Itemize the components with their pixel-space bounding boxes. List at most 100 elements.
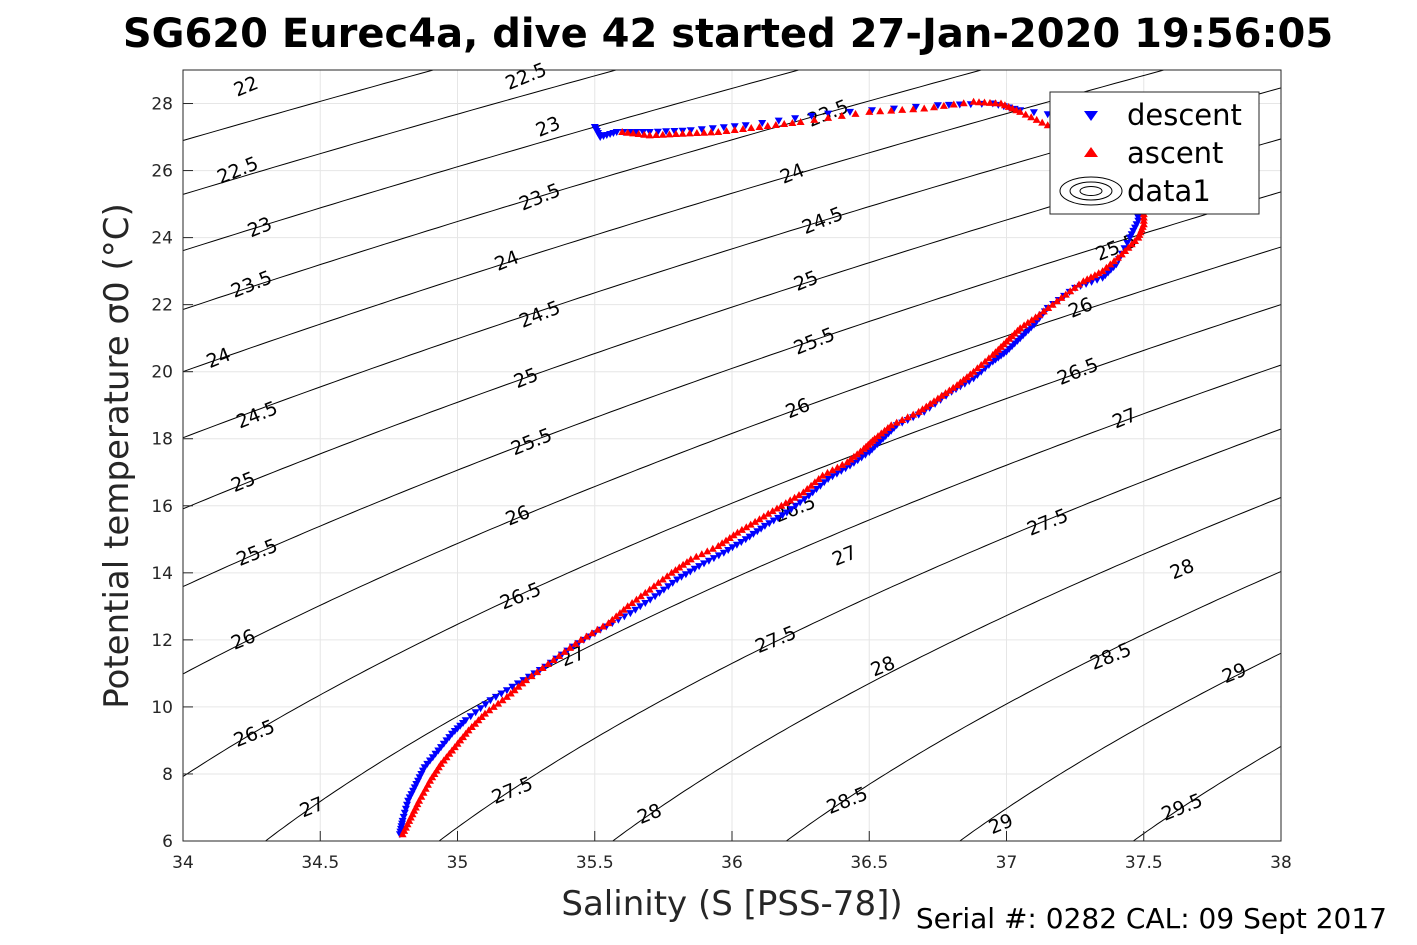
ascent-point — [722, 536, 730, 544]
x-axis-ticks: 34 34.5 35 35.5 36 36.5 37 37.5 38 — [172, 831, 1292, 873]
ascent-point — [918, 405, 927, 413]
ascent-point — [708, 544, 717, 552]
descent-point — [641, 600, 650, 607]
ascent-point — [1098, 267, 1107, 275]
ascent-point — [949, 383, 958, 391]
ascent-point — [671, 566, 680, 574]
ascent-point — [1016, 107, 1025, 115]
isopycnal-line — [183, 87, 1281, 439]
ascent-point — [780, 120, 789, 127]
ascent-point — [527, 672, 536, 680]
ascent-point — [616, 609, 624, 617]
contour-label: 26.5 — [1054, 354, 1101, 390]
y-tick-label: 26 — [151, 162, 173, 182]
descent-point — [719, 124, 728, 132]
ascent-point — [773, 504, 781, 512]
contour-label: 24.5 — [799, 203, 846, 239]
descent-point — [662, 128, 671, 136]
legend[interactable]: descent ascent data1 — [1049, 91, 1260, 215]
y-tick-label: 24 — [151, 229, 173, 249]
ascent-point — [751, 517, 760, 525]
contour-label: 26 — [228, 625, 259, 654]
contour-label: 28.5 — [824, 783, 871, 819]
descent-point — [890, 105, 898, 113]
y-tick-label: 20 — [151, 363, 173, 383]
calibration-footer: Serial #: 0282 CAL: 09 Sept 2017 — [916, 902, 1387, 935]
descent-point — [709, 555, 718, 563]
ascent-point — [730, 126, 739, 133]
y-tick-label: 16 — [151, 497, 173, 517]
x-tick-label: 36 — [721, 853, 743, 873]
descent-point — [491, 693, 500, 701]
ascent-point — [494, 699, 503, 707]
ascent-point — [887, 106, 896, 114]
chart-title: SG620 Eurec4a, dive 42 started 27-Jan-20… — [123, 11, 1333, 57]
descent-point — [774, 117, 783, 125]
descent-point — [1123, 240, 1132, 247]
ascent-point — [725, 534, 734, 541]
ascent-point — [981, 357, 990, 365]
ascent-point — [703, 547, 712, 555]
contour-label: 27.5 — [489, 773, 536, 809]
ascent-point — [1127, 240, 1136, 248]
ascent-point — [714, 542, 723, 549]
descent-point — [804, 492, 813, 500]
descent-point — [760, 522, 769, 530]
ascent-point — [628, 599, 637, 606]
ascent-point — [898, 416, 907, 423]
y-tick-label: 6 — [162, 832, 173, 852]
ascent-point — [984, 354, 993, 362]
ascent-point — [599, 622, 607, 630]
ascent-point — [768, 507, 777, 515]
ascent-point — [629, 129, 638, 137]
ascent-point — [980, 98, 989, 106]
ascent-point — [481, 709, 489, 717]
descent-point — [508, 683, 517, 691]
ascent-point — [489, 702, 498, 710]
ascent-point — [722, 127, 731, 134]
ascent-point — [742, 523, 751, 531]
ascent-series — [398, 97, 1148, 838]
ascent-point — [1048, 300, 1057, 308]
ascent-point — [959, 99, 968, 107]
ascent-point — [759, 512, 768, 520]
descent-point — [653, 128, 662, 136]
descent-point — [741, 536, 750, 544]
isopycnal-line — [183, 246, 1281, 675]
descent-point — [745, 533, 754, 541]
ascent-point — [1032, 115, 1041, 123]
ascent-point — [788, 119, 797, 126]
isopycnal-line — [785, 570, 1281, 841]
ascent-point — [777, 501, 786, 509]
contour-label: 28 — [1167, 555, 1198, 584]
x-tick-label: 34.5 — [301, 853, 339, 873]
descent-series — [395, 100, 1143, 839]
ascent-point — [851, 109, 860, 117]
legend-contour-icon — [1059, 176, 1123, 206]
contour-label: 25.5 — [233, 535, 280, 571]
ascent-point — [686, 555, 695, 563]
ascent-point — [977, 361, 986, 368]
ascent-point — [593, 625, 602, 633]
contour-label: 27 — [297, 793, 328, 822]
ascent-point — [898, 105, 907, 113]
ascent-point — [1038, 118, 1047, 126]
ascent-point — [926, 399, 935, 407]
contour-label: 24 — [777, 159, 808, 188]
ascent-point — [544, 660, 553, 667]
ascent-point — [1057, 293, 1066, 301]
ascent-point — [514, 682, 523, 690]
descent-point — [753, 528, 762, 536]
descent-point — [749, 530, 758, 538]
ascent-point — [733, 528, 742, 536]
contour-label: 26 — [1065, 293, 1096, 322]
ascent-point — [1090, 271, 1099, 279]
ascent-point — [810, 115, 819, 123]
descent-point — [697, 126, 706, 134]
contour-label: 25.5 — [508, 424, 555, 460]
ascent-point — [790, 493, 799, 501]
ascent-point — [771, 121, 780, 128]
descent-point — [651, 593, 660, 601]
descent-point — [646, 596, 655, 604]
descent-point — [636, 603, 645, 611]
